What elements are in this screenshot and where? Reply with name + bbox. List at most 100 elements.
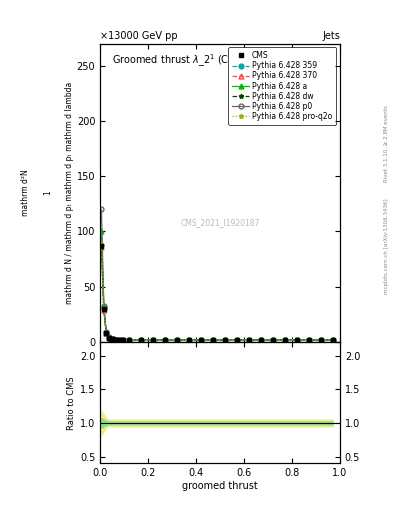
Y-axis label: mathrm d²N

1

mathrm d N / mathrm d pₜ mathrm d pₜ mathrm d lambda: mathrm d²N 1 mathrm d N / mathrm d pₜ ma… <box>20 82 74 304</box>
Pythia 6.428 359 <box>318 337 323 343</box>
Pythia 6.428 370 <box>198 337 203 343</box>
Pythia 6.428 370 <box>139 337 143 343</box>
Pythia 6.428 a <box>283 337 287 343</box>
Pythia 6.428 359 <box>121 337 125 344</box>
Pythia 6.428 370 <box>111 336 116 343</box>
Pythia 6.428 a <box>198 337 203 343</box>
Text: mcplots.cern.ch [arXiv:1306.3436]: mcplots.cern.ch [arXiv:1306.3436] <box>384 198 389 293</box>
Pythia 6.428 p0 <box>246 337 251 343</box>
CMS <box>283 337 287 343</box>
Pythia 6.428 pro-q2o <box>259 337 263 343</box>
Pythia 6.428 a <box>104 330 108 336</box>
Pythia 6.428 pro-q2o <box>294 337 299 343</box>
Pythia 6.428 p0 <box>121 337 125 344</box>
CMS <box>106 334 111 340</box>
Pythia 6.428 pro-q2o <box>116 337 121 343</box>
Pythia 6.428 359 <box>151 337 155 343</box>
Pythia 6.428 359 <box>235 337 239 343</box>
Pythia 6.428 p0 <box>187 337 191 343</box>
Pythia 6.428 p0 <box>111 336 116 342</box>
Pythia 6.428 370 <box>163 337 167 343</box>
Pythia 6.428 359 <box>116 337 121 343</box>
Pythia 6.428 dw <box>331 337 335 343</box>
Pythia 6.428 370 <box>127 337 131 343</box>
Pythia 6.428 pro-q2o <box>235 337 239 343</box>
Pythia 6.428 dw <box>108 336 113 342</box>
Pythia 6.428 a <box>246 337 251 343</box>
Pythia 6.428 pro-q2o <box>187 337 191 343</box>
Pythia 6.428 pro-q2o <box>163 337 167 343</box>
Pythia 6.428 370 <box>246 337 251 343</box>
Pythia 6.428 dw <box>259 337 263 343</box>
Pythia 6.428 370 <box>101 307 106 313</box>
Pythia 6.428 a <box>270 337 275 343</box>
Pythia 6.428 pro-q2o <box>99 241 104 247</box>
Pythia 6.428 pro-q2o <box>101 306 106 312</box>
Pythia 6.428 359 <box>104 330 108 336</box>
Pythia 6.428 dw <box>99 242 104 248</box>
Line: Pythia 6.428 p0: Pythia 6.428 p0 <box>99 207 335 343</box>
Pythia 6.428 dw <box>151 337 155 343</box>
Pythia 6.428 a <box>151 337 155 343</box>
Pythia 6.428 370 <box>106 334 111 340</box>
Pythia 6.428 370 <box>114 337 118 343</box>
Pythia 6.428 370 <box>116 337 121 343</box>
Line: CMS: CMS <box>99 243 335 343</box>
Pythia 6.428 p0 <box>118 337 123 343</box>
Pythia 6.428 p0 <box>211 337 215 343</box>
Pythia 6.428 359 <box>331 337 335 343</box>
Pythia 6.428 a <box>106 334 111 340</box>
Line: Pythia 6.428 a: Pythia 6.428 a <box>99 229 335 343</box>
Pythia 6.428 359 <box>127 337 131 343</box>
Pythia 6.428 359 <box>187 337 191 343</box>
Pythia 6.428 370 <box>121 337 125 344</box>
Pythia 6.428 pro-q2o <box>118 337 123 344</box>
Line: Pythia 6.428 pro-q2o: Pythia 6.428 pro-q2o <box>99 241 335 343</box>
Pythia 6.428 dw <box>163 337 167 343</box>
CMS <box>211 337 215 343</box>
Pythia 6.428 370 <box>283 337 287 343</box>
Pythia 6.428 a <box>127 337 131 343</box>
Pythia 6.428 a <box>111 336 116 342</box>
Pythia 6.428 370 <box>307 337 311 343</box>
Pythia 6.428 370 <box>222 337 227 343</box>
Pythia 6.428 359 <box>163 337 167 343</box>
Pythia 6.428 359 <box>307 337 311 343</box>
CMS <box>331 337 335 343</box>
Pythia 6.428 a <box>307 337 311 343</box>
CMS <box>116 337 121 343</box>
Pythia 6.428 dw <box>174 337 179 343</box>
Pythia 6.428 359 <box>108 336 113 342</box>
Pythia 6.428 pro-q2o <box>246 337 251 343</box>
Text: Jets: Jets <box>322 31 340 41</box>
Pythia 6.428 a <box>118 337 123 343</box>
Pythia 6.428 359 <box>174 337 179 343</box>
Pythia 6.428 p0 <box>222 337 227 343</box>
Pythia 6.428 dw <box>246 337 251 343</box>
Pythia 6.428 359 <box>294 337 299 343</box>
X-axis label: groomed thrust: groomed thrust <box>182 481 258 491</box>
Pythia 6.428 a <box>108 335 113 342</box>
Pythia 6.428 dw <box>139 337 143 343</box>
Pythia 6.428 pro-q2o <box>318 337 323 343</box>
Pythia 6.428 a <box>235 337 239 343</box>
Pythia 6.428 370 <box>331 337 335 343</box>
Pythia 6.428 dw <box>307 337 311 343</box>
Pythia 6.428 359 <box>198 337 203 343</box>
Pythia 6.428 p0 <box>108 335 113 342</box>
Pythia 6.428 dw <box>127 337 131 343</box>
Pythia 6.428 dw <box>211 337 215 343</box>
Pythia 6.428 p0 <box>294 337 299 343</box>
Pythia 6.428 pro-q2o <box>108 336 113 342</box>
CMS <box>101 306 106 312</box>
CMS <box>114 337 118 343</box>
Pythia 6.428 dw <box>294 337 299 343</box>
Pythia 6.428 370 <box>235 337 239 343</box>
Line: Pythia 6.428 370: Pythia 6.428 370 <box>99 245 335 343</box>
Pythia 6.428 pro-q2o <box>127 337 131 343</box>
Pythia 6.428 pro-q2o <box>198 337 203 343</box>
Pythia 6.428 370 <box>99 244 104 250</box>
Pythia 6.428 a <box>318 337 323 343</box>
CMS <box>127 337 131 343</box>
Pythia 6.428 359 <box>114 337 118 343</box>
